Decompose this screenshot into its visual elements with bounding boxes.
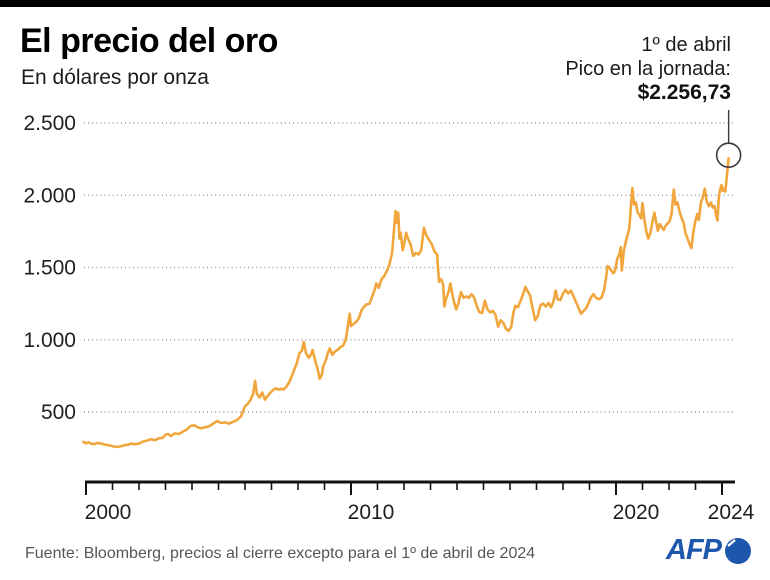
- peak-caption: Pico en la jornada:: [565, 58, 731, 80]
- afp-logo-text: AFP: [666, 534, 722, 566]
- x-tick-label: 2020: [613, 501, 660, 524]
- peak-date: 1º de abril: [641, 34, 731, 56]
- top-bar: [0, 0, 770, 7]
- peak-value: $2.256,73: [637, 81, 731, 104]
- y-tick-label: 1.500: [23, 257, 76, 280]
- y-tick-label: 2.000: [23, 184, 76, 207]
- x-tick-label: 2024: [708, 501, 755, 524]
- y-tick-label: 1.000: [23, 329, 76, 352]
- x-tick-label: 2010: [348, 501, 395, 524]
- gold-price-chart: 500 1.000 1.500 2.000 2.500 2000 2010 2020 2024: [23, 110, 755, 524]
- y-tick-label: 500: [41, 401, 76, 424]
- chart-subtitle: En dólares por onza: [21, 66, 209, 89]
- chart-title: El precio del oro: [20, 22, 278, 60]
- afp-logo: AFP: [666, 534, 752, 567]
- x-tick-label: 2000: [85, 501, 132, 524]
- afp-globe-icon: [725, 537, 751, 564]
- y-tick-label: 2.500: [23, 112, 76, 135]
- source-note: Fuente: Bloomberg, precios al cierre exc…: [25, 545, 536, 562]
- peak-annotation: 1º de abril Pico en la jornada: $2.256,7…: [565, 33, 731, 105]
- peak-circle: [715, 142, 742, 168]
- price-line: [82, 156, 730, 449]
